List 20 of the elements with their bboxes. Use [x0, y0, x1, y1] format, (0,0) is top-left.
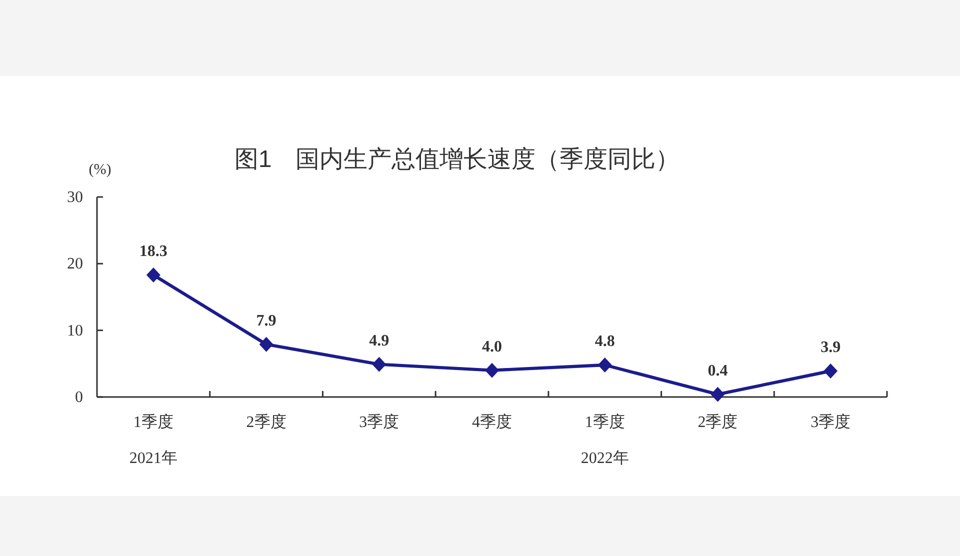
data-label: 4.0 — [482, 338, 502, 356]
ytick: 30 — [67, 189, 83, 206]
xtick: 2季度 — [246, 414, 286, 431]
xtick: 2季度 — [698, 414, 738, 431]
data-label: 0.4 — [708, 362, 728, 380]
data-label: 4.9 — [369, 332, 390, 350]
data-label: 4.8 — [594, 333, 615, 350]
ylabel: (%) — [88, 162, 112, 178]
data-label: 18.3 — [139, 243, 168, 260]
data-label: 7.9 — [256, 312, 276, 330]
xtick: 4季度 — [472, 414, 512, 431]
xtick: 3季度 — [810, 414, 851, 431]
ytick: 10 — [67, 322, 83, 340]
ytick: 0 — [75, 389, 83, 406]
xtick: 3季度 — [359, 414, 400, 431]
title: 图1 国内生产总值增长速度（季度同比） — [234, 146, 680, 173]
ytick: 20 — [67, 256, 83, 273]
xtick: 1季度 2022年 — [580, 414, 629, 467]
data-label: 3.9 — [820, 339, 841, 356]
xtick: 1季度 2021年 — [129, 414, 178, 467]
